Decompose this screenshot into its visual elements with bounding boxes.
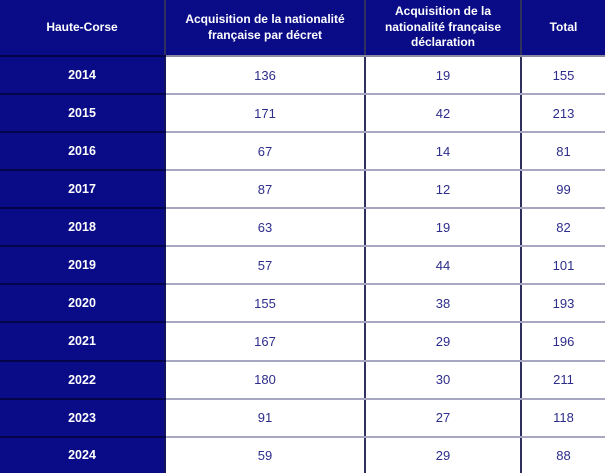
header-total: Total (521, 0, 605, 57)
declaration-value-cell: 27 (365, 398, 522, 438)
total-value-cell: 155 (521, 56, 605, 96)
declaration-value-cell: 19 (365, 208, 522, 248)
decret-value-cell: 87 (165, 170, 366, 210)
declaration-value-cell: 30 (365, 360, 522, 400)
table-row: 2018 63 19 82 (0, 208, 605, 248)
decret-value-cell: 171 (165, 94, 366, 134)
total-value-cell: 118 (521, 398, 605, 438)
year-cell: 2021 (0, 322, 166, 362)
header-decret: Acquisition de la nationalité française … (165, 0, 366, 57)
table-row: 2019 57 44 101 (0, 246, 605, 286)
total-value-cell: 101 (521, 246, 605, 286)
table-row: 2015 171 42 213 (0, 94, 605, 134)
declaration-value-cell: 44 (365, 246, 522, 286)
declaration-value-cell: 14 (365, 132, 522, 172)
decret-value-cell: 57 (165, 246, 366, 286)
total-value-cell: 99 (521, 170, 605, 210)
declaration-value-cell: 29 (365, 322, 522, 362)
decret-value-cell: 167 (165, 322, 366, 362)
declaration-value-cell: 12 (365, 170, 522, 210)
decret-value-cell: 59 (165, 436, 366, 473)
table-row: 2014 136 19 155 (0, 56, 605, 96)
total-value-cell: 213 (521, 94, 605, 134)
year-cell: 2018 (0, 208, 166, 248)
year-cell: 2019 (0, 246, 166, 286)
year-cell: 2016 (0, 132, 166, 172)
declaration-value-cell: 29 (365, 436, 522, 473)
year-cell: 2020 (0, 284, 166, 324)
table-row: 2016 67 14 81 (0, 132, 605, 172)
decret-value-cell: 180 (165, 360, 366, 400)
table-row: 2020 155 38 193 (0, 284, 605, 324)
year-cell: 2017 (0, 170, 166, 210)
table-row: 2021 167 29 196 (0, 322, 605, 362)
year-cell: 2023 (0, 398, 166, 438)
year-cell: 2024 (0, 436, 166, 473)
decret-value-cell: 63 (165, 208, 366, 248)
decret-value-cell: 67 (165, 132, 366, 172)
year-cell: 2022 (0, 360, 166, 400)
total-value-cell: 88 (521, 436, 605, 473)
table-row: 2023 91 27 118 (0, 398, 605, 438)
table-row: 2017 87 12 99 (0, 170, 605, 210)
declaration-value-cell: 38 (365, 284, 522, 324)
total-value-cell: 211 (521, 360, 605, 400)
decret-value-cell: 136 (165, 56, 366, 96)
header-row: Haute-Corse Acquisition de la nationalit… (0, 0, 605, 57)
header-region: Haute-Corse (0, 0, 166, 57)
total-value-cell: 82 (521, 208, 605, 248)
decret-value-cell: 155 (165, 284, 366, 324)
declaration-value-cell: 19 (365, 56, 522, 96)
total-value-cell: 196 (521, 322, 605, 362)
total-value-cell: 193 (521, 284, 605, 324)
declaration-value-cell: 42 (365, 94, 522, 134)
total-value-cell: 81 (521, 132, 605, 172)
decret-value-cell: 91 (165, 398, 366, 438)
header-declaration: Acquisition de la nationalité française … (365, 0, 522, 57)
table-row: 2024 59 29 88 (0, 436, 605, 473)
year-cell: 2014 (0, 56, 166, 96)
year-cell: 2015 (0, 94, 166, 134)
table-row: 2022 180 30 211 (0, 360, 605, 400)
